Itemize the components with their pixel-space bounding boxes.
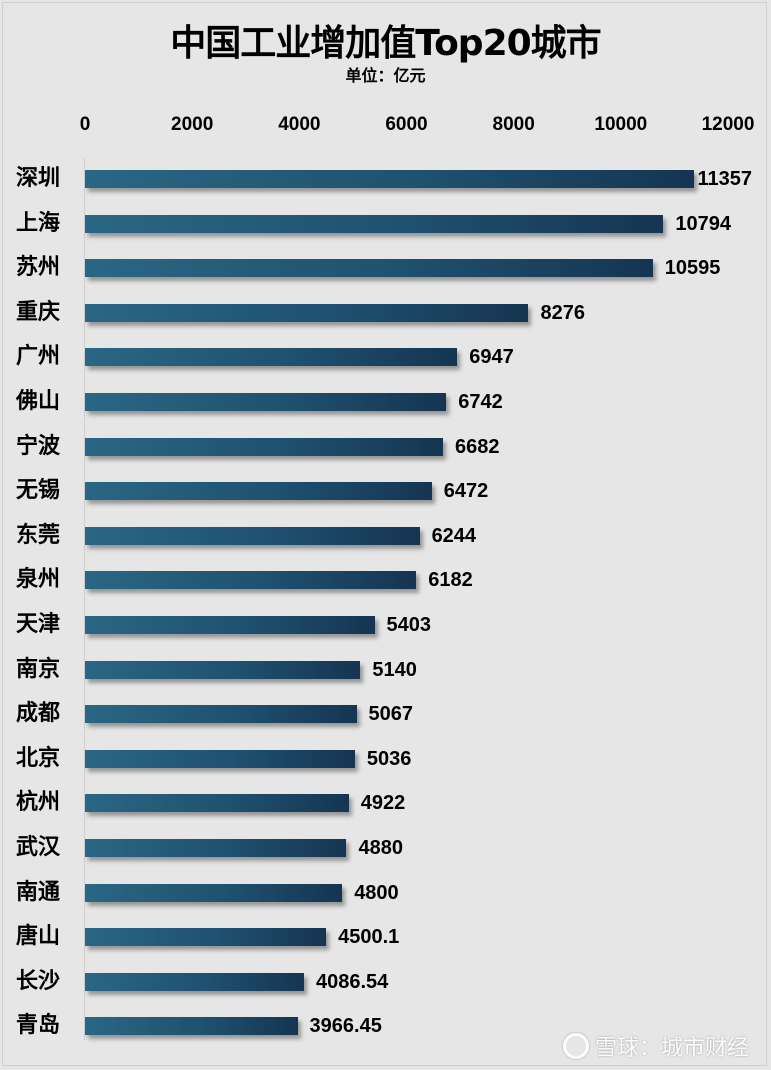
bar-row: 北京 5036 — [0, 744, 771, 774]
value-label: 5140 — [372, 658, 417, 681]
bar-row: 重庆 8276 — [0, 298, 771, 328]
value-label: 4922 — [360, 792, 406, 815]
bar — [85, 526, 420, 545]
bar — [85, 214, 664, 233]
x-tick-label: 12000 — [701, 114, 755, 135]
bar-row: 深圳 11357 — [0, 164, 771, 194]
bar — [85, 348, 458, 367]
category-label: 苏州 — [16, 255, 61, 281]
category-label: 青岛 — [16, 1013, 61, 1039]
category-label: 上海 — [16, 210, 61, 236]
watermark-text: 雪球：城市财经 — [594, 1036, 749, 1061]
bar — [85, 259, 653, 278]
value-label: 6244 — [431, 524, 477, 547]
x-tick-label: 6000 — [385, 114, 428, 135]
category-label: 宁波 — [16, 433, 61, 459]
category-label: 北京 — [16, 745, 61, 771]
x-tick-label: 4000 — [278, 114, 321, 135]
category-label: 无锡 — [16, 478, 61, 504]
bar — [85, 749, 355, 768]
bar-row: 无锡 6472 — [0, 476, 771, 506]
value-label: 4880 — [358, 837, 403, 859]
bar — [85, 972, 304, 991]
bar — [85, 170, 694, 188]
bar-row: 武汉 4880 — [0, 833, 771, 863]
bar — [85, 928, 327, 947]
category-label: 东莞 — [16, 522, 61, 548]
bar-row: 杭州 4922 — [0, 788, 771, 818]
value-label: 4800 — [354, 881, 399, 904]
value-label: 5036 — [366, 747, 412, 770]
category-label: 泉州 — [16, 567, 61, 593]
x-tick-label: 2000 — [171, 114, 214, 135]
category-label: 长沙 — [16, 968, 61, 994]
bar — [85, 839, 347, 857]
bar — [85, 303, 529, 322]
bar — [85, 616, 375, 634]
bar-row: 长沙 4086.54 — [0, 967, 771, 997]
bar — [85, 1017, 298, 1036]
value-label: 5067 — [368, 703, 414, 726]
category-label: 南京 — [16, 656, 61, 682]
bar — [85, 660, 361, 679]
value-label: 6182 — [428, 569, 473, 592]
value-label: 10794 — [675, 212, 731, 235]
category-label: 杭州 — [16, 790, 61, 816]
value-label: 4086.54 — [315, 970, 389, 993]
bar-row: 泉州 6182 — [0, 565, 771, 595]
chart-title: 中国工业增加值Top20城市 — [170, 23, 601, 64]
value-label: 10595 — [664, 257, 721, 280]
bar — [85, 482, 432, 501]
bar-row: 唐山 4500.1 — [0, 922, 771, 952]
category-label: 武汉 — [16, 835, 61, 860]
category-label: 深圳 — [16, 166, 61, 191]
bar — [85, 393, 447, 411]
bar-row: 南通 4800 — [0, 878, 771, 908]
bar-row: 成都 5067 — [0, 699, 771, 729]
category-label: 唐山 — [16, 924, 61, 950]
category-label: 广州 — [16, 344, 61, 370]
bar-row: 南京 5140 — [0, 655, 771, 685]
bar-row: 苏州 10595 — [0, 253, 771, 283]
bar — [85, 794, 349, 813]
bar — [85, 571, 417, 590]
category-label: 成都 — [16, 701, 61, 727]
bar — [85, 883, 343, 902]
value-label: 6472 — [443, 480, 489, 503]
chart-subtitle: 单位：亿元 — [345, 66, 426, 85]
y-axis-line — [84, 158, 85, 1040]
x-tick-label: 10000 — [594, 114, 648, 135]
category-label: 重庆 — [16, 299, 61, 325]
x-tick-label: 0 — [79, 114, 91, 135]
value-label: 6682 — [455, 435, 500, 458]
bar-row: 广州 6947 — [0, 342, 771, 372]
value-label: 6947 — [469, 346, 514, 369]
watermark: 雪球：城市财经 — [562, 1030, 749, 1062]
category-label: 天津 — [16, 612, 61, 637]
category-label: 南通 — [16, 879, 61, 905]
bar — [85, 437, 444, 456]
bar-row: 东莞 6244 — [0, 521, 771, 551]
bar-row: 上海 10794 — [0, 209, 771, 239]
bar-row: 青岛 3966.45 — [0, 1011, 771, 1041]
bar-row: 天津 5403 — [0, 610, 771, 640]
value-label: 3966.45 — [309, 1015, 382, 1038]
category-label: 佛山 — [16, 389, 61, 414]
bar-row: 佛山 6742 — [0, 387, 771, 417]
value-label: 5403 — [386, 614, 432, 636]
x-tick-label: 8000 — [492, 114, 535, 135]
value-label: 6742 — [458, 391, 503, 413]
value-label: 4500.1 — [338, 926, 400, 949]
value-label: 8276 — [540, 301, 585, 324]
bar — [85, 705, 357, 724]
bar-row: 宁波 6682 — [0, 432, 771, 462]
xueqiu-logo-icon — [562, 1033, 589, 1059]
value-label: 11357 — [697, 168, 753, 190]
